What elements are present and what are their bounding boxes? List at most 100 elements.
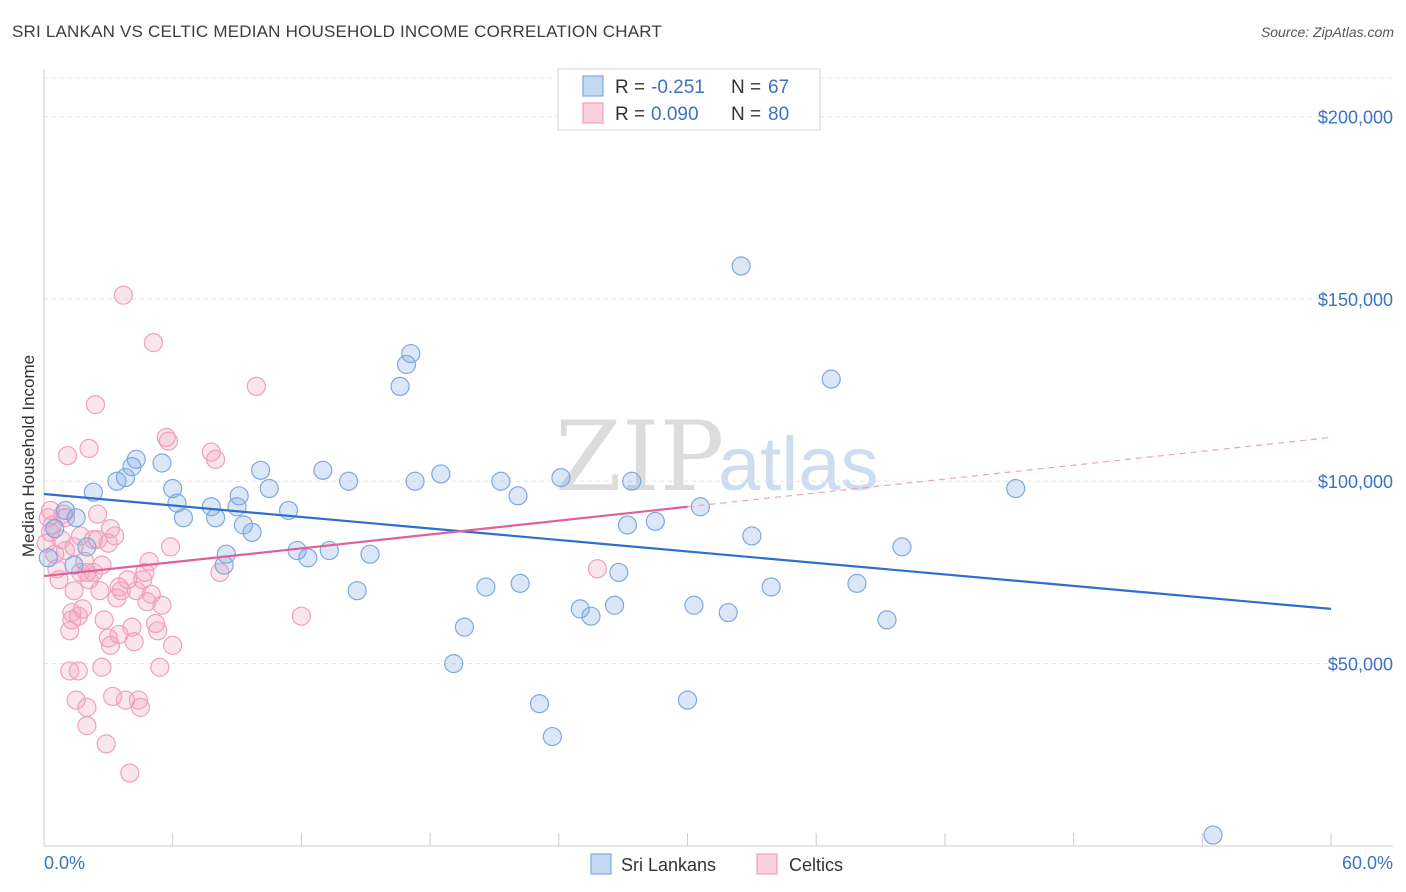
- trend-lines: [43, 436, 1332, 611]
- celtics-point: [120, 763, 140, 783]
- watermark-zip: ZIP: [555, 401, 724, 513]
- sri-lankans-point: [360, 544, 380, 564]
- sri-lankans-point: [201, 497, 221, 517]
- y-tick-label-50000: $50,000: [1328, 655, 1393, 675]
- celtics-point: [83, 529, 103, 550]
- sri-lankans-point: [242, 522, 262, 542]
- sri-lankans-point: [152, 453, 172, 473]
- sri-lankans-point: [821, 369, 841, 389]
- y-axis-tick-labels: $50,000 $100,000 $150,000 $200,000: [1318, 107, 1393, 674]
- bottom-legend-label-celtics: Celtics: [789, 855, 843, 875]
- y-tick-label-150000: $150,000: [1318, 290, 1393, 310]
- celtics-point: [90, 581, 110, 601]
- celtics-point: [88, 504, 108, 524]
- sri-lankans-point: [718, 602, 738, 623]
- legend-n-value-celtics: 80: [768, 104, 789, 125]
- sri-lankans-point: [214, 555, 234, 575]
- sri-lankans-point: [38, 548, 58, 568]
- trend-line-celtics-extension: [687, 436, 1332, 508]
- celtics-point: [77, 716, 97, 736]
- celtics-point: [150, 657, 170, 677]
- sri-lankans-point: [401, 343, 421, 364]
- sri-lankans-point: [347, 581, 367, 601]
- sri-lankans-point: [510, 573, 530, 593]
- correlation-legend: R = -0.251 N = 67 R = 0.090 N = 80: [557, 68, 821, 131]
- celtics-point: [92, 657, 112, 677]
- sri-lankans-point: [761, 577, 781, 597]
- y-tick-label-200000: $200,000: [1318, 107, 1393, 127]
- chart-title: SRI LANKAN VS CELTIC MEDIAN HOUSEHOLD IN…: [12, 22, 662, 41]
- sri-lankans-point: [892, 537, 912, 557]
- sri-lankans-point: [690, 497, 710, 517]
- sri-lankans-point: [476, 577, 496, 597]
- sri-lankans-point: [617, 515, 638, 535]
- sri-lankans-point: [742, 526, 762, 546]
- sri-lankans-point: [77, 537, 97, 557]
- sri-lankans-point: [313, 460, 333, 480]
- sri-lankans-point: [338, 471, 359, 491]
- x-tick-label-max: 60.0%: [1342, 853, 1393, 873]
- celtics-point: [113, 285, 133, 305]
- celtics-point: [158, 431, 179, 451]
- sri-lankans-point: [1203, 825, 1223, 845]
- series-sri-lankans-points: [38, 256, 1223, 845]
- legend-n-label-celtics: N =: [731, 104, 761, 125]
- sri-lankans-point: [570, 599, 590, 619]
- celtics-point: [64, 581, 84, 601]
- sri-lankans-point: [542, 726, 562, 747]
- sri-lankans-point: [551, 467, 571, 488]
- celtics-point: [148, 621, 168, 641]
- sri-lankans-point: [83, 482, 103, 502]
- watermark-atlas: atlas: [718, 422, 879, 507]
- celtics-point: [62, 602, 82, 623]
- celtics-point: [66, 690, 86, 710]
- sri-lankans-point: [684, 595, 704, 615]
- sri-lankans-point: [396, 354, 417, 375]
- x-axis-ticks: [43, 833, 1332, 846]
- sri-lankans-point: [508, 486, 528, 506]
- watermark: ZIP atlas: [555, 401, 879, 513]
- sri-lankans-point: [604, 595, 625, 615]
- sri-lankans-point: [847, 573, 867, 593]
- sri-lankans-point: [126, 449, 146, 469]
- sri-lankans-point: [298, 548, 318, 568]
- sri-lankans-point: [529, 694, 550, 714]
- legend-swatch-sri-lankans: [582, 75, 604, 97]
- sri-lankans-point: [390, 376, 410, 396]
- celtics-point: [68, 661, 88, 681]
- sri-lankans-point: [251, 460, 271, 480]
- celtics-point: [145, 613, 166, 634]
- sri-lankans-point: [173, 508, 194, 528]
- celtics-point: [122, 617, 142, 637]
- sri-lankans-point: [66, 508, 86, 528]
- celtics-point: [98, 628, 118, 648]
- sri-lankans-point: [206, 508, 226, 528]
- celtics-point: [77, 697, 97, 717]
- celtics-point: [587, 559, 608, 579]
- sri-lankans-point: [491, 471, 511, 491]
- legend-r-label-celtics: R =: [615, 104, 645, 125]
- sri-lankans-point: [677, 690, 698, 710]
- sri-lankans-point: [622, 471, 642, 491]
- y-tick-label-100000: $100,000: [1318, 472, 1393, 492]
- sri-lankans-point: [431, 464, 451, 484]
- celtics-point: [98, 533, 118, 553]
- sri-lankans-point: [581, 606, 601, 626]
- sri-lankans-point: [444, 654, 464, 674]
- legend-r-label-sri-lankans: R =: [615, 77, 645, 98]
- celtics-point: [111, 581, 131, 601]
- sri-lankans-point: [405, 471, 425, 491]
- source-credit: Source: ZipAtlas.com: [1260, 24, 1394, 40]
- sri-lankans-point: [1006, 478, 1026, 499]
- celtics-point: [246, 376, 266, 396]
- celtics-point: [160, 537, 181, 557]
- sri-lankans-point: [645, 511, 665, 531]
- trend-line-celtics: [43, 505, 688, 578]
- sri-lankans-point: [64, 555, 84, 575]
- celtics-point: [163, 635, 183, 655]
- celtics-point: [124, 632, 144, 652]
- bottom-legend-swatch-celtics: [756, 853, 778, 875]
- celtics-point: [139, 551, 159, 572]
- celtics-point: [128, 690, 148, 710]
